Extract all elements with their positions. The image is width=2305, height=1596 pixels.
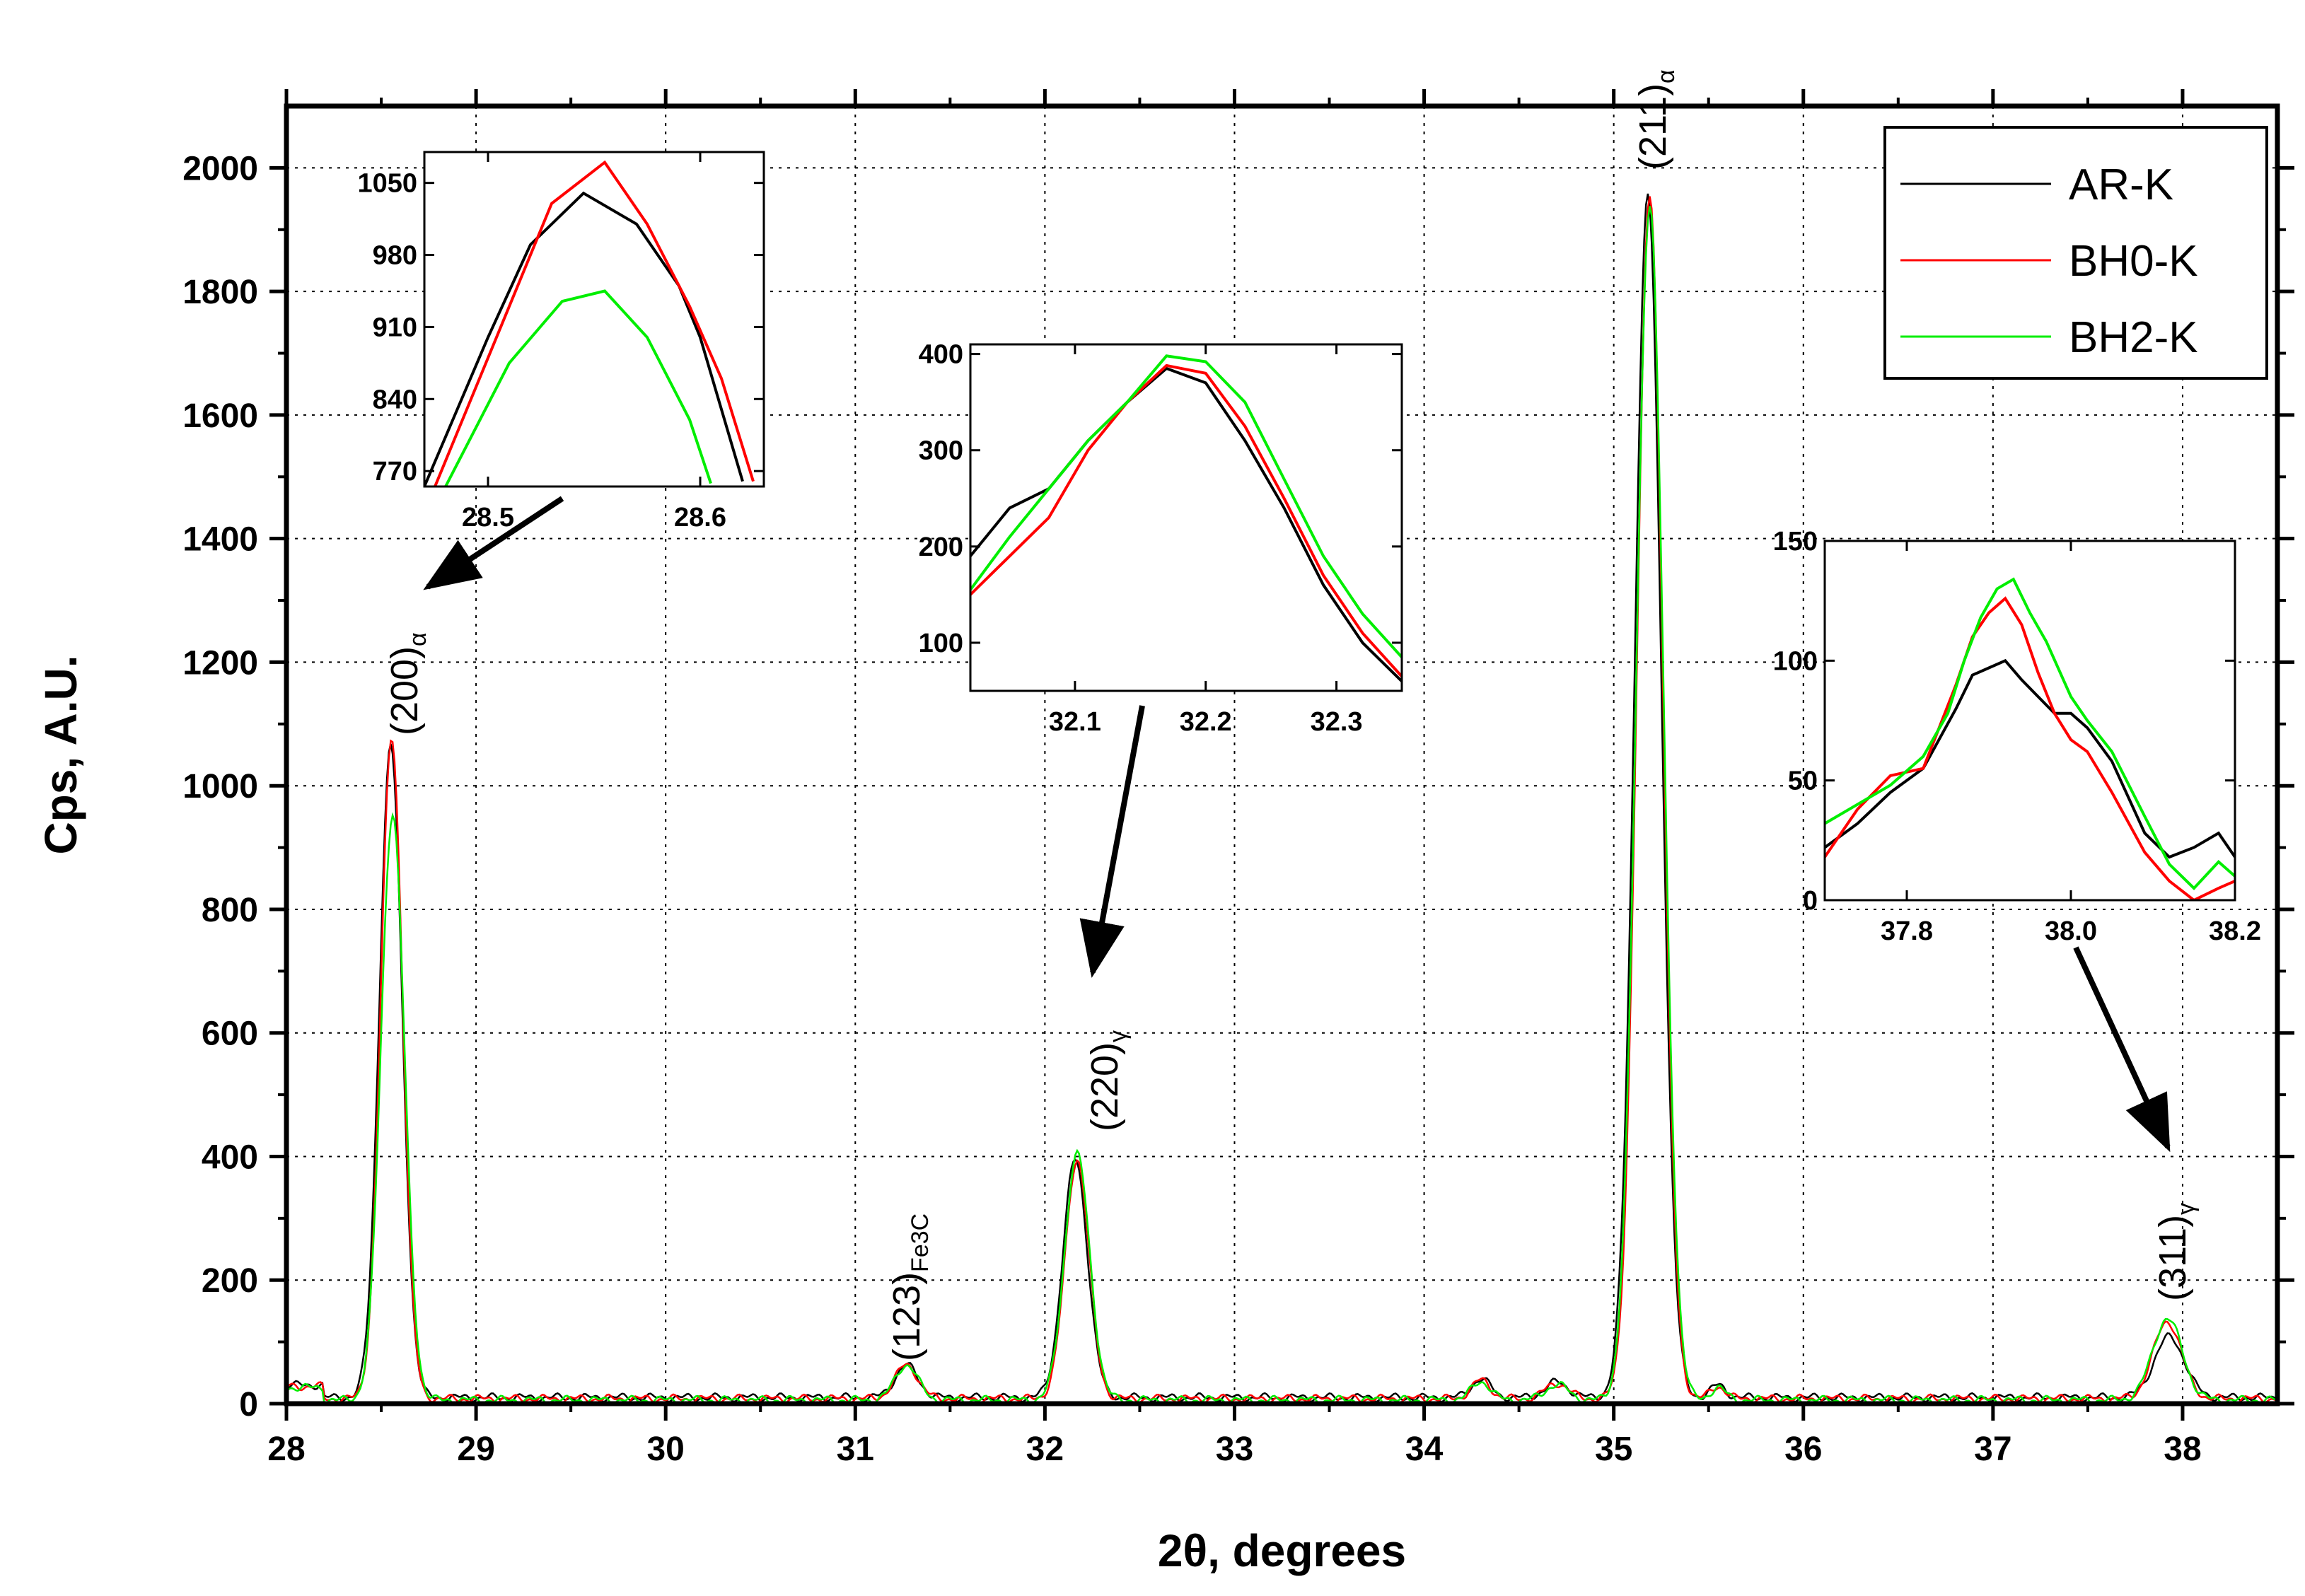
inset-series-line bbox=[970, 366, 1402, 682]
peak-annotation: (220)γ bbox=[1084, 1030, 1132, 1131]
inset-y-tick-label: 150 bbox=[1773, 527, 1818, 557]
inset-220: 32.1 32.2 32.3 100 200 300 400 bbox=[919, 340, 1403, 737]
peak-label-sub: α bbox=[405, 632, 431, 646]
peak-label-sub: α bbox=[1653, 69, 1680, 83]
inset-y-tick-label: 910 bbox=[373, 313, 417, 342]
inset-series-line bbox=[970, 354, 1402, 658]
x-tick-label: 30 bbox=[646, 1431, 684, 1468]
inset-series-line bbox=[434, 160, 755, 487]
y-tick-label: 200 bbox=[202, 1262, 258, 1300]
x-tick-label: 33 bbox=[1216, 1431, 1253, 1468]
inset-y-tick-label: 50 bbox=[1788, 767, 1818, 796]
legend-label: BH2-K bbox=[2069, 313, 2198, 362]
peak-label: (200)α bbox=[383, 632, 431, 735]
y-tick-label: 1000 bbox=[182, 768, 258, 805]
y-tick-label: 1400 bbox=[182, 521, 258, 559]
inset-y-tick-label: 840 bbox=[373, 385, 417, 414]
peak-label: (311)γ bbox=[2152, 1203, 2200, 1301]
inset-background bbox=[970, 344, 1402, 691]
inset-background bbox=[1825, 541, 2235, 900]
legend-label: BH0-K bbox=[2069, 237, 2198, 286]
inset-y-tick-label: 0 bbox=[1803, 886, 1818, 916]
peak-annotation: (200)α bbox=[383, 632, 431, 735]
inset-background bbox=[424, 152, 764, 487]
y-tick-label: 400 bbox=[202, 1138, 258, 1176]
inset-series bbox=[1825, 577, 2235, 900]
y-tick-label: 1800 bbox=[182, 274, 258, 311]
y-axis-title: Cps, A.U. bbox=[35, 655, 86, 854]
inset-x-tick-label: 38.2 bbox=[2209, 916, 2261, 946]
y-tick-label: 800 bbox=[202, 892, 258, 929]
inset-x-tick-label: 28.5 bbox=[462, 503, 514, 532]
y-tick-label: 1600 bbox=[182, 397, 258, 435]
inset-y-tick-label: 1050 bbox=[357, 169, 417, 199]
inset-x-tick-label: 38.0 bbox=[2045, 916, 2097, 946]
series-line bbox=[286, 206, 2278, 1405]
inset-frame bbox=[423, 151, 765, 488]
inset-y-tick-label: 980 bbox=[373, 241, 417, 271]
inset-y-tick-label: 300 bbox=[919, 436, 963, 466]
inset-y-tick-label: 200 bbox=[919, 532, 963, 562]
y-tick-label: 1200 bbox=[182, 644, 258, 682]
inset-x-tick-label: 32.2 bbox=[1180, 707, 1232, 737]
inset-frame bbox=[1823, 540, 2236, 902]
x-tick-label: 38 bbox=[2164, 1431, 2201, 1468]
peak-label-sub: γ bbox=[2173, 1203, 2200, 1215]
peak-label-sub: γ bbox=[1105, 1030, 1132, 1042]
inset-200: 28.5 28.6 770 840 910 980 1050 bbox=[357, 151, 765, 532]
x-tick-label: 32 bbox=[1026, 1431, 1064, 1468]
peak-annotation: (311)γ bbox=[2152, 1203, 2200, 1301]
inset-x-tick-label: 32.1 bbox=[1049, 707, 1101, 737]
inset-series-line bbox=[970, 363, 1402, 677]
inset-x-tick-label: 37.8 bbox=[1881, 916, 1933, 946]
inset-x-tick-label: 28.6 bbox=[674, 503, 726, 532]
x-tick-label: 31 bbox=[837, 1431, 874, 1468]
x-tick-label: 29 bbox=[457, 1431, 494, 1468]
pointer-arrow bbox=[423, 496, 564, 590]
series-group bbox=[286, 193, 2278, 1405]
x-tick-label: 37 bbox=[1974, 1431, 2011, 1468]
x-tick-label: 35 bbox=[1595, 1431, 1632, 1468]
x-tick-label: 36 bbox=[1784, 1431, 1822, 1468]
inset-311: 37.8 38.0 38.2 0 50 100 150 bbox=[1773, 527, 2261, 946]
pointer-arrow bbox=[1079, 705, 1145, 978]
peak-label-sub: Fe3C bbox=[907, 1213, 934, 1272]
x-axis-title: 2θ, degrees bbox=[1158, 1525, 1406, 1576]
y-tick-label: 0 bbox=[239, 1386, 258, 1423]
pointer-arrows bbox=[423, 496, 2171, 1153]
inset-series bbox=[424, 160, 755, 487]
peak-label: (123)Fe3C bbox=[886, 1213, 934, 1361]
x-tick-label: 34 bbox=[1405, 1431, 1444, 1468]
inset-frame bbox=[969, 343, 1403, 692]
inset-y-tick-label: 100 bbox=[919, 629, 963, 658]
inset-y-tick-label: 400 bbox=[919, 340, 963, 370]
plot-frame bbox=[284, 103, 2280, 1406]
inset-y-tick-label: 770 bbox=[373, 457, 417, 487]
inset-series-line bbox=[1825, 577, 2235, 890]
peak-label: (211)α bbox=[1632, 69, 1680, 170]
inset-series bbox=[970, 354, 1402, 682]
legend: AR-K BH0-K BH2-K bbox=[1883, 126, 2268, 380]
peak-annotation: (123)Fe3C bbox=[886, 1213, 934, 1361]
legend-label: AR-K bbox=[2069, 161, 2173, 209]
inset-y-tick-label: 100 bbox=[1773, 646, 1818, 676]
y-tick-label: 2000 bbox=[182, 150, 258, 187]
inset-series-line bbox=[444, 289, 712, 487]
y-tick-label: 600 bbox=[202, 1015, 258, 1053]
ticks: 28 29 30 31 32 33 34 35 36 37 38020040060080010001… bbox=[182, 89, 2294, 1468]
peak-label: (220)γ bbox=[1084, 1030, 1132, 1131]
pointer-arrow bbox=[2073, 946, 2171, 1153]
x-tick-label: 28 bbox=[267, 1431, 305, 1468]
inset-x-tick-label: 32.3 bbox=[1311, 707, 1363, 737]
inset-series-line bbox=[1825, 596, 2235, 900]
peak-annotation: (211)α bbox=[1632, 69, 1680, 170]
inset-series-line bbox=[424, 191, 744, 487]
